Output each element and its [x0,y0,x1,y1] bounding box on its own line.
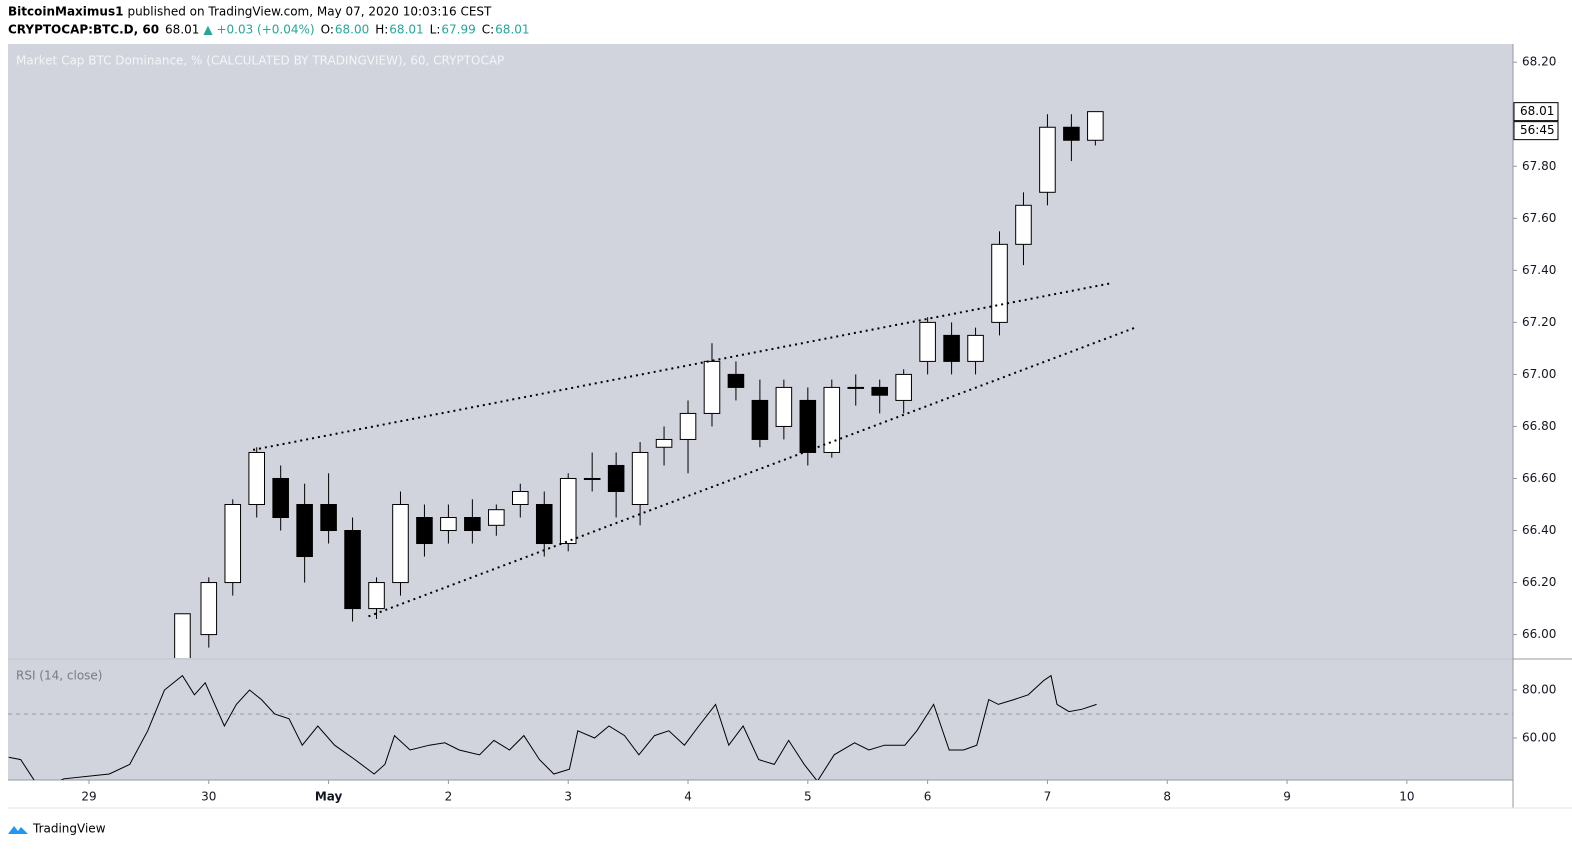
x-tick-label: 2 [445,790,453,804]
rsi-title: RSI (14, close) [16,669,102,683]
candle-body [847,386,865,389]
header-text: O: [321,23,334,37]
candle-body [464,517,481,532]
candle-body [607,464,625,492]
logo [8,826,28,834]
candle-body [1063,126,1080,141]
x-tick-label: 6 [924,790,932,804]
last-price-box [1513,102,1559,122]
x-tick-label: 7 [1044,790,1052,804]
main-title: Market Cap BTC Dominance, % (CALCULATED … [16,54,504,68]
candle-body [679,412,697,440]
header-text: L: [430,23,441,37]
y-tick-label: 67.00 [1522,367,1556,381]
y-tick-label: 66.80 [1522,419,1556,433]
candle-body [871,386,888,396]
y-tick-label: 66.40 [1522,523,1556,537]
header-text: 67.99 [441,23,475,37]
candle-body [272,477,289,519]
header-text: 68.01 [495,23,529,37]
y-tick-label: 80.00 [1522,683,1556,697]
candle-body [344,530,361,610]
y-tick-label: 68.20 [1522,55,1556,69]
candle-body [200,582,218,636]
candle-body [440,517,457,532]
x-tick-label: 9 [1283,790,1291,804]
candle-body [967,334,984,362]
candle-body [1015,204,1032,245]
x-tick-label: 3 [564,790,572,804]
y-tick-label: 67.20 [1522,315,1556,329]
last-price: 68.01 [1520,104,1554,118]
candle-body [823,386,841,453]
candle-body [248,451,266,505]
x-tick-label: 5 [804,790,812,804]
candle-body [799,399,817,453]
y-tick-label: 67.60 [1522,211,1556,225]
candle-body [583,477,601,480]
candle-body [631,451,649,505]
candle-body [703,360,721,414]
countdown: 56:45 [1520,123,1555,137]
y-tick-label: 60.00 [1522,731,1556,745]
candle-body [751,399,769,440]
header-text: 68.01 [165,23,199,37]
candle-body [1087,111,1104,141]
candle-body [392,504,409,584]
header-text: C: [482,23,494,37]
trendline [368,326,1136,618]
candle-body [919,321,936,362]
x-tick-label: 30 [201,790,216,804]
y-tick-label: 66.20 [1522,575,1556,589]
header-text: 68.00 [335,23,369,37]
rsi-line [8,674,1097,780]
header-text: 68.01 [389,23,423,37]
header-text: ▲ +0.03 (+0.04%) [203,23,314,37]
x-tick-label: May [315,790,343,804]
candle-body [368,582,385,610]
candle-body [224,504,242,584]
candle-body [655,438,673,448]
candle-body [895,373,912,401]
candle-body [174,613,191,658]
candle-body [416,517,433,545]
trendline [252,282,1111,451]
candle-body [559,477,577,545]
x-tick-label: 8 [1163,790,1171,804]
header-text: H: [375,23,388,37]
candle-body [320,504,337,532]
countdown-box [1513,121,1559,141]
candle-body [296,504,313,558]
candle-body [488,509,505,526]
candle-body [943,334,960,362]
rsi [8,674,1513,780]
candles [174,111,1136,658]
y-tick-label: 66.60 [1522,471,1556,485]
x-tick-label: 29 [81,790,96,804]
candle-body [535,504,553,545]
rsi-pane [8,660,1513,780]
header-text: CRYPTOCAP:BTC.D, 60 [8,23,159,37]
y-tick-label: 67.40 [1522,263,1556,277]
candle-body [775,386,793,427]
published: published on TradingView.com, May 07, 20… [127,5,492,19]
candle-body [512,490,529,505]
x-tick-label: 10 [1399,790,1414,804]
candle-body [1039,126,1056,193]
author: BitcoinMaximus1 [8,5,123,19]
x-tick-label: 4 [684,790,692,804]
y-tick-label: 67.80 [1522,159,1556,173]
y-tick-label: 66.00 [1522,627,1556,641]
brand: TradingView [32,822,106,836]
candle-body [991,243,1008,323]
candle-body [727,373,745,388]
